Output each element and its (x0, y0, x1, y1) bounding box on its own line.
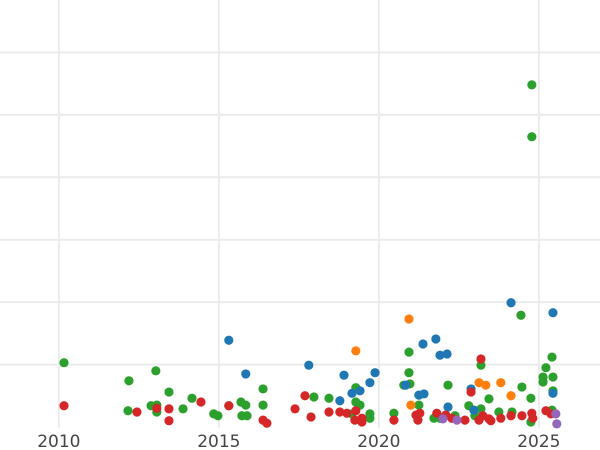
data-point (304, 360, 314, 370)
data-point (460, 415, 470, 425)
data-point (496, 378, 506, 388)
data-point (224, 335, 234, 345)
data-point (178, 404, 188, 414)
data-point (527, 80, 537, 90)
data-point (258, 384, 268, 394)
data-point (123, 406, 133, 416)
data-point (541, 363, 551, 373)
data-point (404, 368, 414, 378)
data-point (355, 386, 365, 396)
data-point (552, 419, 562, 429)
data-point (357, 413, 367, 423)
data-point (365, 378, 375, 388)
data-point (132, 407, 142, 417)
data-point (164, 387, 174, 397)
data-point (438, 414, 448, 424)
data-point (419, 389, 429, 399)
data-point (506, 298, 516, 308)
data-point (442, 349, 452, 359)
data-point (481, 380, 491, 390)
data-point (432, 408, 442, 418)
data-point (431, 334, 441, 344)
data-point (324, 393, 334, 403)
data-point (290, 404, 300, 414)
x-tick-label: 2010 (37, 432, 80, 450)
data-point (506, 411, 516, 421)
data-point (365, 413, 375, 423)
data-point (351, 406, 361, 416)
data-point (435, 350, 445, 360)
data-point (476, 354, 486, 364)
data-point (389, 408, 399, 418)
data-point (124, 376, 134, 386)
data-point (241, 369, 251, 379)
data-point (443, 402, 453, 412)
data-point (242, 411, 252, 421)
data-point (548, 308, 558, 318)
data-point (496, 413, 506, 423)
data-point (466, 387, 476, 397)
data-point (548, 372, 558, 382)
data-point (351, 346, 361, 356)
data-point (258, 400, 268, 410)
grid (0, 0, 600, 428)
data-point (309, 392, 319, 402)
data-point (443, 380, 453, 390)
data-point (262, 418, 272, 428)
data-point (335, 407, 345, 417)
data-point (196, 397, 206, 407)
data-point (516, 310, 526, 320)
data-point (335, 396, 345, 406)
data-point (339, 370, 349, 380)
data-point (527, 408, 537, 418)
x-tick-label: 2025 (517, 432, 560, 450)
data-point (548, 388, 558, 398)
data-point (151, 366, 161, 376)
data-point (347, 388, 357, 398)
data-point (506, 391, 516, 401)
data-point (241, 400, 251, 410)
data-point (370, 368, 380, 378)
data-point (59, 401, 69, 411)
data-point (213, 411, 223, 421)
data-point (538, 372, 548, 382)
data-point (526, 393, 536, 403)
data-point (389, 415, 399, 425)
data-point (306, 412, 316, 422)
data-point (527, 132, 537, 142)
data-point (404, 314, 414, 324)
data-point (551, 409, 561, 419)
data-point (517, 411, 527, 421)
data-point (224, 401, 234, 411)
x-axis-ticks: 2010 2015 2020 2025 (37, 432, 560, 450)
data-point (452, 415, 462, 425)
data-point (484, 394, 494, 404)
data-point (469, 405, 479, 415)
data-point (187, 393, 197, 403)
x-tick-label: 2020 (357, 432, 400, 450)
data-point (404, 347, 414, 357)
data-point (350, 415, 360, 425)
data-point (342, 408, 352, 418)
data-point (152, 403, 162, 413)
data-points (59, 80, 562, 429)
data-point (414, 400, 424, 410)
data-point (164, 404, 174, 414)
data-point (547, 352, 557, 362)
data-point (59, 358, 69, 368)
data-point (418, 339, 428, 349)
data-point (517, 382, 527, 392)
data-point (324, 407, 334, 417)
data-point (401, 380, 411, 390)
data-point (406, 400, 416, 410)
data-point (300, 391, 310, 401)
data-point (486, 416, 496, 426)
data-point (164, 416, 174, 426)
x-tick-label: 2015 (197, 432, 240, 450)
data-point (415, 408, 425, 418)
